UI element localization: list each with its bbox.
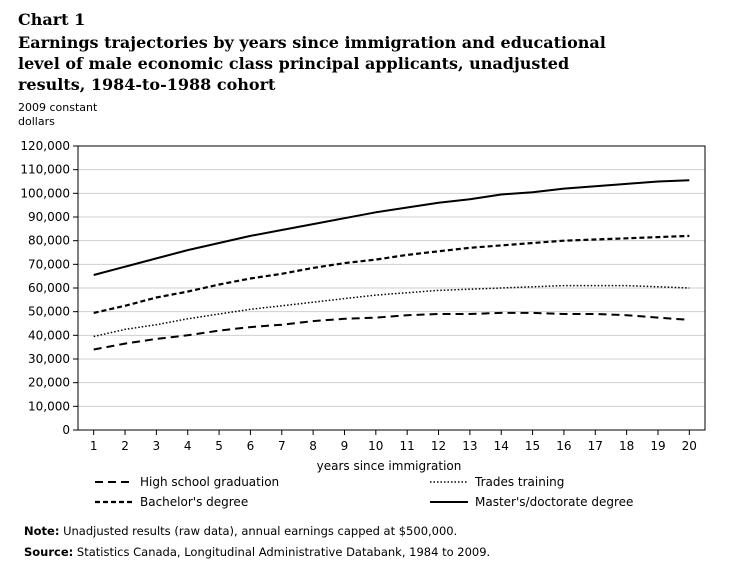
x-tick-label: 10 (368, 439, 383, 453)
y-axis-ticks: 0 10,000 20,000 30,000 40,000 50,000 60,000 70,… (20, 139, 78, 437)
x-tick-label: 16 (556, 439, 571, 453)
chart-label: Chart 1 (18, 10, 86, 29)
x-tick-label: 12 (431, 439, 446, 453)
x-axis-label: years since immigration (317, 459, 462, 473)
source: Source: Statistics Canada, Longitudinal … (24, 545, 490, 560)
series-line-bachelor-s-degree (93, 234, 690, 314)
y-tick-label: 120,000 (20, 139, 70, 153)
note-text: Unadjusted results (raw data), annual ea… (59, 524, 458, 538)
x-tick-label: 15 (525, 439, 540, 453)
y-tick-label: 20,000 (28, 376, 70, 390)
series-line-trades-training (93, 284, 690, 338)
y-tick-label: 70,000 (28, 257, 70, 271)
y-tick-label: 110,000 (20, 163, 70, 177)
y-tick-label: 10,000 (28, 399, 70, 413)
y-tick-label: 50,000 (28, 305, 70, 319)
source-label: Source: (24, 545, 74, 559)
chart-title: Earnings trajectories by years since imm… (18, 33, 606, 94)
series-lines (93, 179, 690, 351)
y-axis-label: 2009 constant dollars (18, 101, 98, 128)
legend-label: Trades training (474, 475, 564, 489)
legend-label: Master's/doctorate degree (475, 495, 633, 509)
x-tick-label: 2 (121, 439, 129, 453)
y-tick-label: 80,000 (28, 234, 70, 248)
x-tick-label: 3 (153, 439, 161, 453)
x-tick-label: 7 (278, 439, 286, 453)
x-tick-label: 14 (494, 439, 509, 453)
series-line-high-school-graduation (93, 311, 690, 351)
y-tick-label: 100,000 (20, 186, 70, 200)
note-label: Note: (24, 524, 60, 538)
x-tick-label: 18 (619, 439, 634, 453)
note: Note: Unadjusted results (raw data), ann… (24, 524, 457, 539)
x-tick-label: 13 (462, 439, 477, 453)
y-tick-label: 0 (62, 423, 70, 437)
source-text: Statistics Canada, Longitudinal Administ… (73, 545, 491, 559)
x-tick-label: 20 (682, 439, 697, 453)
x-tick-label: 6 (247, 439, 255, 453)
x-tick-label: 4 (184, 439, 192, 453)
legend-label: Bachelor's degree (140, 495, 248, 509)
x-tick-label: 11 (400, 439, 415, 453)
x-tick-label: 1 (90, 439, 98, 453)
legend-label: High school graduation (140, 475, 279, 489)
x-tick-label: 17 (588, 439, 603, 453)
y-tick-label: 40,000 (28, 328, 70, 342)
y-tick-label: 90,000 (28, 210, 70, 224)
x-tick-label: 5 (215, 439, 223, 453)
x-tick-label: 19 (650, 439, 665, 453)
x-axis-ticks: 1 2 3 4 5 6 7 8 9 10 11 12 13 14 15 16 17 18 19 20 (90, 430, 697, 453)
legend: High school graduation Trades training Bac… (95, 475, 633, 509)
y-tick-label: 30,000 (28, 352, 70, 366)
x-tick-label: 9 (341, 439, 349, 453)
y-tick-label: 60,000 (28, 281, 70, 295)
x-tick-label: 8 (309, 439, 317, 453)
series-line-master-s-doctorate-degree (93, 179, 690, 276)
